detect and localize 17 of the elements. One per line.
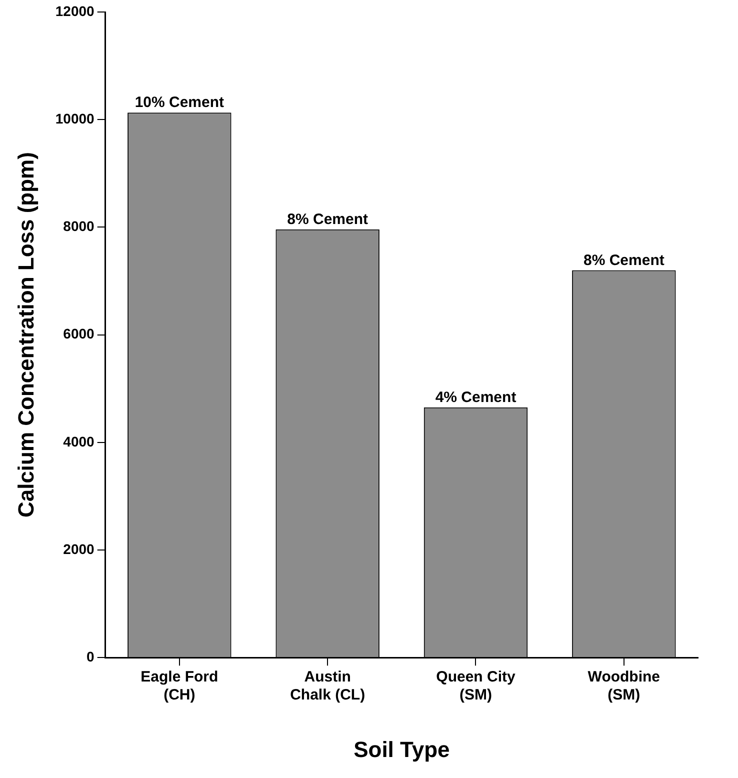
y-tick-label: 10000 — [55, 110, 95, 126]
y-tick-label: 12000 — [55, 2, 95, 19]
x-tick-label: Woodbine (SM) — [588, 668, 660, 704]
x-tick-label: Austin Chalk (CL) — [290, 668, 366, 704]
annotation: 8% Cement — [583, 252, 664, 269]
y-tick-label: 8000 — [63, 218, 95, 234]
x-tick-label: Queen City (SM) — [436, 668, 516, 704]
annotation: 8% Cement — [287, 210, 368, 228]
x-tick-label: Eagle Ford (CH) — [140, 668, 218, 704]
annotation: 4% Cement — [435, 389, 516, 406]
y-tick-label: 6000 — [63, 326, 95, 342]
y-tick-label: 4000 — [63, 433, 95, 450]
y-axis-title: Calcium Concentration Loss (ppm) — [13, 152, 38, 518]
y-tick-label: 2000 — [63, 540, 95, 557]
x-axis-title: Soil Type — [354, 736, 450, 762]
y-tick-label: 0 — [86, 648, 95, 664]
annotation: 10% Cement — [134, 94, 224, 112]
